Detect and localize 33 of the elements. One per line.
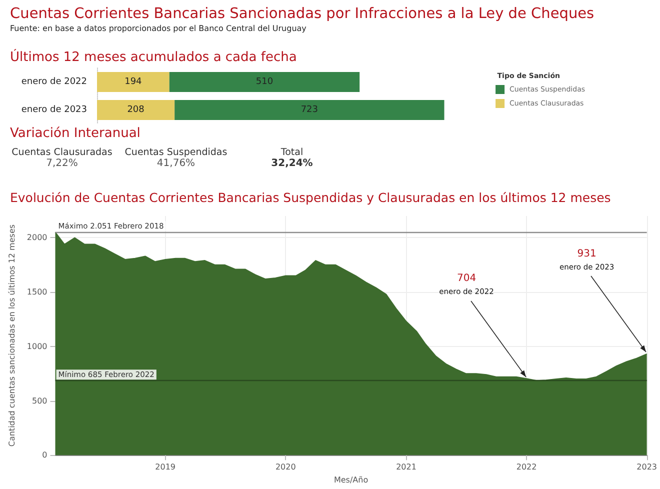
y-tick-label: enero de 2023 xyxy=(21,105,87,115)
text: Cuentas Corrientes Bancarias Sancionadas por Infracciones a la Ley de Cheques xyxy=(10,6,596,22)
y-tick-label: 1000 xyxy=(26,342,48,351)
x-tick-label: 2020 xyxy=(275,462,296,472)
x-axis-title: Mes/Año xyxy=(334,476,368,484)
x-tick-label: 2022 xyxy=(516,462,537,472)
data-label: 510 xyxy=(256,77,274,87)
text: Variación Interanual xyxy=(10,126,140,141)
data-label: 723 xyxy=(300,105,318,115)
y-tick-label: 500 xyxy=(32,396,48,406)
text: Cuentas Clausuradas xyxy=(10,147,114,158)
bar xyxy=(97,72,170,92)
source-note: Fuente: en base a datos proporcionados por el Banco Central del Uruguay xyxy=(10,24,308,33)
text: 32,24% xyxy=(270,158,314,169)
y-axis-title: Cantidad cuentas sancionadas en los últimos 12 meses xyxy=(8,224,16,447)
data-label: 194 xyxy=(124,77,142,87)
bar xyxy=(97,100,175,120)
text: 41,76% xyxy=(156,158,196,169)
chart-title: Evolución de Cuentas Corrientes Bancarias Suspendidas y Clausuradas en los últimos 12 meses xyxy=(10,190,611,205)
y-tick-label: 0 xyxy=(42,450,48,460)
data-label: 208 xyxy=(127,105,145,115)
chart-title: Últimos 12 meses acumulados a cada fecha xyxy=(10,50,297,65)
bar xyxy=(174,100,444,120)
x-tick-label: 2019 xyxy=(155,462,176,472)
text: 7,22% xyxy=(45,158,79,169)
y-tick-label: enero de 2022 xyxy=(21,77,87,87)
x-tick-label: 2023 xyxy=(636,462,657,472)
y-tick-label: 2000 xyxy=(26,233,48,242)
x-tick-label: 2021 xyxy=(396,462,416,472)
bar xyxy=(169,72,360,92)
y-tick-label: 1500 xyxy=(26,288,48,297)
text: Total xyxy=(280,147,304,158)
text: Cuentas Suspendidas xyxy=(124,147,228,158)
